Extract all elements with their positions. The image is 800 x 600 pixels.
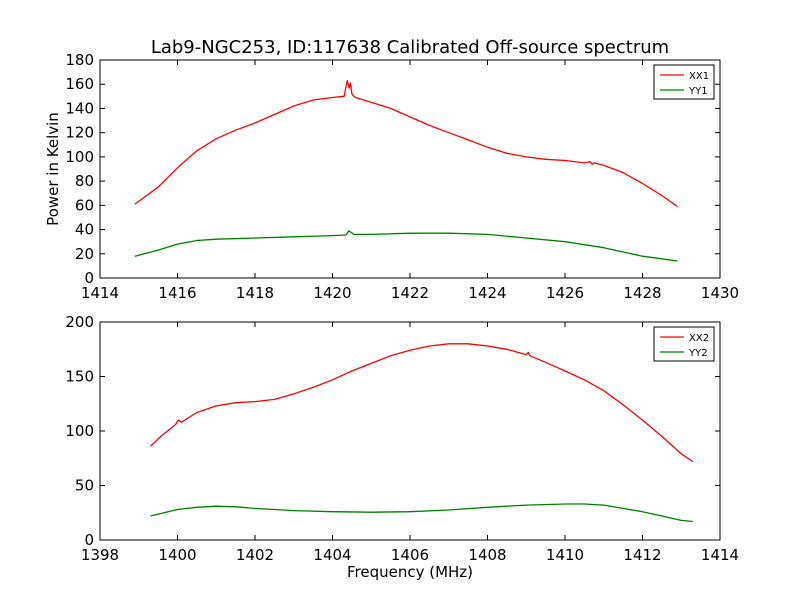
y-tick-label: 160 <box>65 75 94 93</box>
y-tick-label: 120 <box>65 124 94 142</box>
x-tick-label: 1406 <box>391 546 429 564</box>
series-line-yy2 <box>150 503 693 523</box>
x-tick-label: 1400 <box>158 546 196 564</box>
legend-label-xx1: XX1 <box>689 71 709 82</box>
x-tick-label: 1402 <box>236 546 274 564</box>
x-tick-label: 1426 <box>546 284 584 302</box>
y-tick-label: 180 <box>65 51 94 69</box>
x-tick-label: 1398 <box>81 546 119 564</box>
x-tick-label: 1418 <box>236 284 274 302</box>
y-tick-label: 140 <box>65 99 94 117</box>
y-tick-label: 40 <box>75 221 94 239</box>
legend-box <box>653 326 715 362</box>
x-tick-label: 1414 <box>701 546 739 564</box>
x-tick-label: 1404 <box>313 546 351 564</box>
y-tick-label: 150 <box>65 368 94 386</box>
x-tick-label: 1412 <box>623 546 661 564</box>
legend-label-yy1: YY1 <box>688 86 708 97</box>
series-line-xx2 <box>149 343 694 463</box>
figure-title: Lab9-NGC253, ID:117638 Calibrated Off-so… <box>151 37 669 58</box>
x-tick-label: 1428 <box>623 284 661 302</box>
x-tick-label: 1410 <box>546 546 584 564</box>
x-tick-label: 1416 <box>158 284 196 302</box>
x-tick-label: 1424 <box>468 284 506 302</box>
y-tick-label: 0 <box>84 269 94 287</box>
plots-group: 1414 1416 1418 1420 1422 1424 1426 1428 1430 0 20 4… <box>44 51 739 581</box>
x-tick-label: 1420 <box>313 284 351 302</box>
y-tick-label: 60 <box>75 196 94 214</box>
x-tick-label: 1408 <box>468 546 506 564</box>
series-line-xx1 <box>134 79 678 208</box>
x-tick-label: 1422 <box>391 284 429 302</box>
y-tick-label: 200 <box>65 313 94 331</box>
x-axis-label: Frequency (MHz) <box>347 563 473 581</box>
y-axis-label: Power in Kelvin <box>44 112 62 226</box>
series-line-yy1 <box>134 230 678 262</box>
x-tick-label: 1430 <box>701 284 739 302</box>
x-tick-label: 1414 <box>81 284 119 302</box>
chart-panel-1: 1414 1416 1418 1420 1422 1424 1426 1428 1430 0 20 4… <box>44 51 739 302</box>
legend-box <box>653 64 715 100</box>
y-tick-label: 100 <box>65 422 94 440</box>
legend-label-xx2: XX2 <box>689 333 709 344</box>
y-tick-label: 80 <box>75 172 94 190</box>
y-tick-label: 0 <box>84 531 94 549</box>
y-tick-label: 20 <box>75 245 94 263</box>
legend-label-yy2: YY2 <box>688 348 708 359</box>
chart-panel-2: 1398 1400 1402 1404 1406 1408 1410 1412 1414 0 50 1… <box>65 313 739 581</box>
y-tick-label: 100 <box>65 148 94 166</box>
y-tick-label: 50 <box>75 477 94 495</box>
